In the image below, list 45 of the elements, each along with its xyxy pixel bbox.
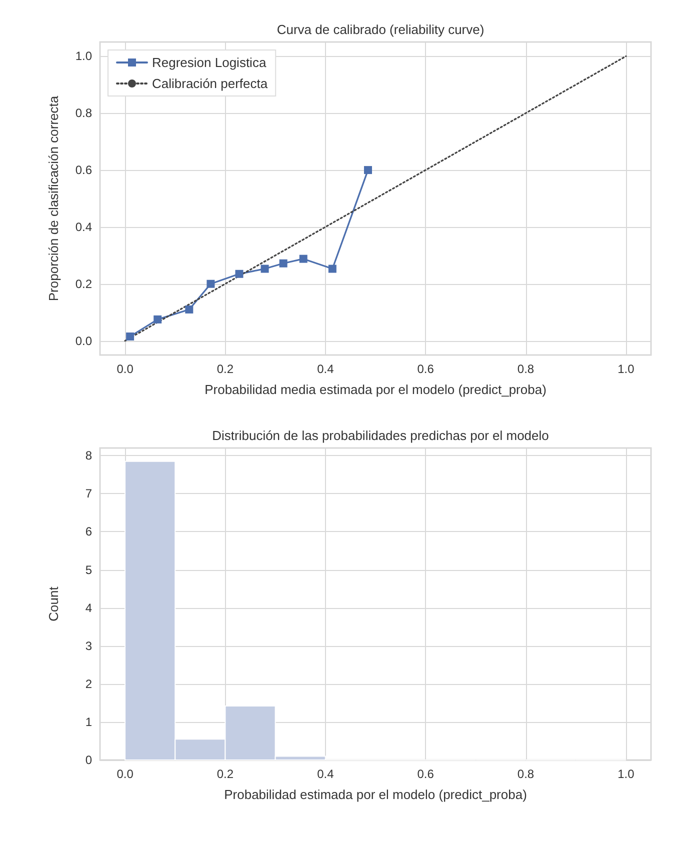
x-tick-label: 0.8: [517, 362, 534, 376]
chart-title: Curva de calibrado (reliability curve): [276, 22, 484, 37]
legend-label: Calibración perfecta: [152, 76, 268, 91]
y-tick-label: 0.6: [75, 163, 92, 178]
legend-label: Regresion Logistica: [152, 55, 267, 70]
point: [299, 254, 308, 263]
x-tick-label: 0.8: [517, 767, 534, 781]
y-tick-label: 7: [85, 486, 92, 501]
chart-title: Distribución de las probabilidades predichas por el modelo: [212, 428, 549, 443]
y-tick-label: 5: [85, 562, 92, 577]
y-axis-title: Proporción de clasificación correcta: [46, 95, 61, 302]
x-tick-label: 0.0: [116, 362, 134, 376]
x-tick-label: 0.6: [417, 362, 434, 376]
y-tick-label: 3: [85, 638, 92, 653]
point: [126, 332, 134, 341]
point: [279, 259, 288, 268]
y-tick-label: 1: [85, 714, 92, 729]
y-tick-label: 1.0: [75, 49, 92, 64]
point: [154, 315, 162, 324]
point: [235, 270, 244, 278]
y-tick-label: 0.8: [75, 106, 92, 120]
y-tick-label: 0.0: [75, 334, 92, 348]
x-tick-label: 0.2: [216, 362, 234, 376]
x-tick-label: 0.4: [317, 362, 334, 376]
x-tick-label: 0.4: [317, 767, 334, 781]
x-tick-label: 0.0: [116, 767, 134, 781]
point: [206, 280, 215, 288]
y-tick-label: 2: [85, 676, 92, 691]
x-tick-label: 1.0: [618, 767, 635, 781]
x-tick-label: 1.0: [618, 362, 635, 376]
y-axis-title: Count: [46, 586, 61, 622]
point: [364, 166, 372, 174]
x-axis-title: Probabilidad estimada por el modelo (predict_proba): [224, 787, 527, 802]
y-tick-label: 6: [85, 524, 92, 539]
x-tick-label: 0.6: [417, 767, 434, 781]
point: [328, 264, 336, 273]
y-tick-label: 0.2: [75, 276, 92, 291]
point: [185, 305, 194, 314]
x-axis-title: Probabilidad media estimada por el modelo (predict_proba): [204, 382, 546, 397]
x-tick-label: 0.2: [216, 767, 234, 781]
y-tick-label: 8: [85, 448, 92, 463]
point: [260, 264, 269, 273]
y-tick-label: 4: [85, 600, 92, 615]
y-tick-label: 0: [85, 753, 92, 767]
y-tick-label: 0.4: [75, 220, 92, 234]
